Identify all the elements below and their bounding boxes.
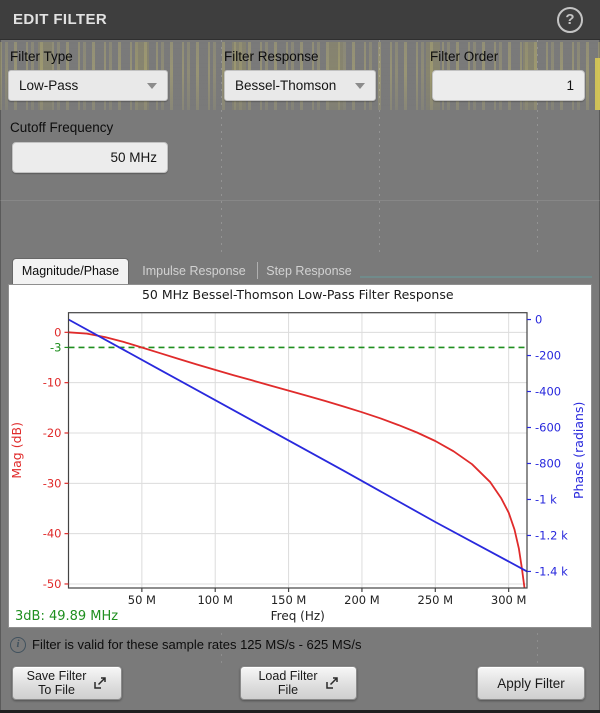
svg-text:-20: -20 (43, 426, 62, 440)
cutoff-frequency-input[interactable] (12, 142, 168, 173)
svg-text:-30: -30 (43, 476, 62, 490)
svg-text:200 M: 200 M (344, 593, 380, 607)
svg-text:250 M: 250 M (418, 593, 454, 607)
tab-step-response[interactable]: Step Response (266, 264, 352, 278)
filter-type-dropdown[interactable]: Low-Pass (8, 70, 168, 101)
filter-response-value: Bessel-Thomson (235, 78, 337, 93)
help-icon[interactable]: ? (557, 7, 583, 33)
filter-response-chart: 50 M 100 M 150 M 200 M 250 M 300 M0-10-20-30-… (9, 287, 586, 624)
dialog-body: Filter Type Low-Pass Filter Response Bes… (0, 40, 600, 713)
graticule-line (537, 40, 538, 255)
svg-text:Phase (radians): Phase (radians) (571, 402, 586, 499)
apply-filter-label: Apply Filter (497, 675, 565, 691)
svg-text:50 M: 50 M (128, 593, 156, 607)
external-link-icon (94, 677, 107, 689)
save-filter-label-line1: Save Filter (26, 669, 87, 683)
svg-text:-10: -10 (43, 376, 62, 390)
tab-magnitude-phase[interactable]: Magnitude/Phase (12, 258, 129, 284)
sample-rate-validity-text: Filter is valid for these sample rates 1… (32, 637, 362, 652)
graticule-line (0, 200, 600, 201)
graticule-line (221, 40, 222, 255)
svg-text:0: 0 (535, 313, 542, 327)
title-bar: EDIT FILTER ? (0, 0, 600, 40)
filter-order-label: Filter Order (430, 49, 499, 64)
external-link-icon (325, 677, 338, 689)
filter-response-dropdown[interactable]: Bessel-Thomson (224, 70, 376, 101)
svg-text:-400: -400 (535, 385, 561, 399)
filter-type-value: Low-Pass (19, 78, 79, 93)
chevron-down-icon (147, 82, 157, 89)
chart-panel: 50 M 100 M 150 M 200 M 250 M 300 M 0 -10 -20 -30-… (8, 284, 592, 628)
svg-text:-1.4 k: -1.4 k (535, 564, 568, 578)
graticule-line (537, 626, 538, 668)
dialog-bottom-edge (0, 710, 600, 713)
svg-text:-1.2 k: -1.2 k (535, 528, 568, 542)
filter-order-input[interactable] (432, 70, 585, 101)
tab-separator (257, 262, 258, 279)
background-waveform-edge (595, 58, 600, 110)
dialog-title: EDIT FILTER (13, 11, 108, 28)
svg-text:-50: -50 (43, 577, 62, 591)
filter-response-label: Filter Response (224, 49, 319, 64)
info-icon: i (10, 637, 26, 653)
filter-type-label: Filter Type (10, 49, 73, 64)
svg-text:-200: -200 (535, 349, 561, 363)
svg-text:100 M: 100 M (197, 593, 233, 607)
svg-text:Freq (Hz): Freq (Hz) (271, 609, 325, 623)
svg-text:3dB: 49.89 MHz: 3dB: 49.89 MHz (15, 609, 118, 624)
save-filter-label-line2: To File (38, 683, 75, 697)
svg-text:-1 k: -1 k (535, 492, 557, 506)
graticule-line (221, 626, 222, 668)
svg-text:Mag (dB): Mag (dB) (9, 422, 24, 479)
svg-text:-40: -40 (43, 527, 62, 541)
tab-impulse-response[interactable]: Impulse Response (142, 264, 246, 278)
background-trace (360, 276, 592, 278)
load-filter-label-line1: Load Filter (258, 669, 318, 683)
svg-text:150 M: 150 M (271, 593, 307, 607)
graticule-line (379, 40, 380, 255)
chevron-down-icon (355, 82, 365, 89)
svg-text:300 M: 300 M (491, 593, 527, 607)
svg-text:50 MHz Bessel-Thomson Low-Pass: 50 MHz Bessel-Thomson Low-Pass Filter Re… (142, 287, 454, 302)
svg-text:-3: -3 (50, 340, 61, 354)
svg-text:-800: -800 (535, 456, 561, 470)
save-filter-button[interactable]: Save Filter To File (12, 666, 122, 700)
load-filter-button[interactable]: Load Filter File (240, 666, 357, 700)
apply-filter-button[interactable]: Apply Filter (477, 666, 585, 700)
svg-text:0: 0 (54, 325, 61, 339)
load-filter-label-line2: File (277, 683, 299, 697)
cutoff-frequency-label: Cutoff Frequency (10, 120, 114, 135)
svg-text:-600: -600 (535, 420, 561, 434)
